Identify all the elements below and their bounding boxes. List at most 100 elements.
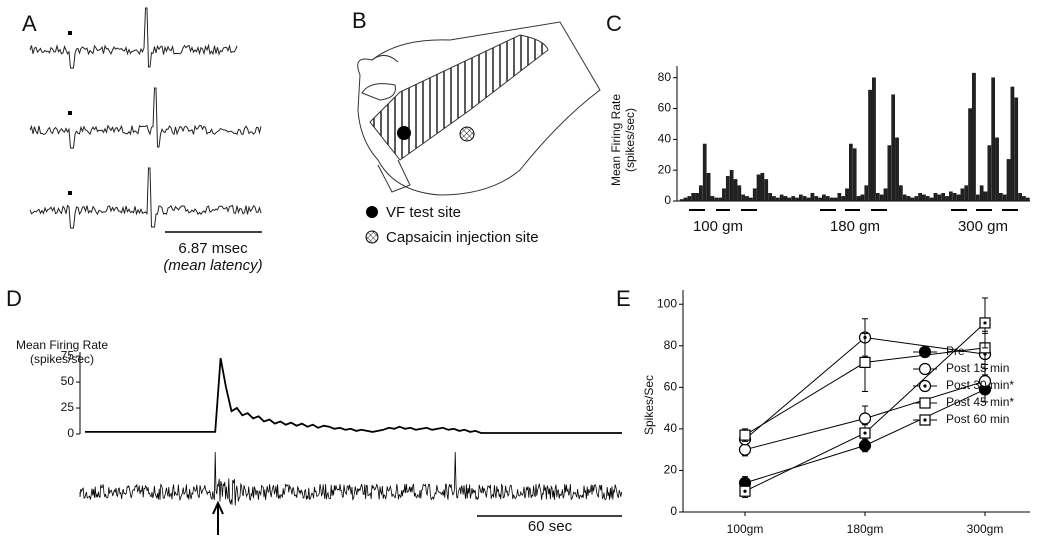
legend-label: Post 45 min* — [946, 395, 1014, 409]
y-tick-label: 80 — [658, 70, 672, 84]
bar — [987, 145, 992, 202]
bar — [906, 196, 911, 202]
group-label: 300 gm — [958, 218, 1008, 235]
marker — [918, 362, 932, 376]
bar — [729, 169, 734, 202]
bar — [845, 188, 849, 202]
bar — [849, 143, 853, 202]
marker-dot — [923, 418, 927, 422]
bar — [822, 194, 826, 202]
y-tick-label: 0 — [670, 504, 677, 518]
bar — [818, 197, 822, 202]
marker — [739, 485, 751, 497]
bar — [752, 188, 757, 202]
bar — [933, 193, 938, 202]
panel-b — [357, 21, 601, 244]
bar — [995, 137, 999, 202]
bar — [814, 196, 819, 202]
bar — [968, 108, 972, 202]
marker — [979, 317, 991, 329]
bar — [737, 185, 742, 202]
bar — [983, 191, 988, 202]
marker — [919, 397, 931, 409]
bar — [856, 196, 861, 202]
bar — [702, 143, 707, 202]
bar — [999, 193, 1003, 202]
bar — [768, 193, 772, 202]
bar — [775, 197, 780, 202]
bar — [952, 193, 957, 202]
legend-label: Post 30 min* — [946, 378, 1014, 392]
bar — [725, 176, 730, 202]
bar — [972, 72, 976, 202]
y-tick-label: 100 — [657, 296, 677, 310]
legend-label: VF test site — [386, 204, 461, 221]
marker-shape — [859, 356, 871, 369]
bar — [875, 193, 880, 202]
bar — [802, 196, 807, 202]
bar — [868, 89, 872, 202]
marker-dot — [983, 321, 987, 325]
marker — [919, 414, 931, 426]
waveform — [29, 87, 262, 149]
bar — [714, 197, 719, 202]
y-axis-label: Mean Firing Rate — [609, 94, 623, 186]
bar — [699, 185, 703, 202]
marker — [858, 412, 872, 425]
bar — [956, 194, 961, 202]
stimulus-marker — [68, 111, 72, 115]
scale-label: 60 sec — [528, 518, 573, 535]
marker — [859, 356, 871, 369]
group-label: 100 gm — [693, 218, 743, 235]
y-tick-label: 80 — [664, 338, 678, 352]
panel-label: A — [22, 11, 37, 36]
bar — [929, 197, 934, 202]
bar — [1018, 193, 1022, 202]
marker — [738, 443, 752, 456]
bar — [1002, 194, 1007, 202]
bar — [949, 191, 953, 202]
scale-label: 6.87 msec — [178, 240, 248, 257]
bar — [937, 194, 942, 202]
bar — [879, 194, 884, 202]
bar — [899, 185, 903, 202]
raw-trace — [79, 451, 622, 506]
bar — [810, 193, 815, 202]
bar — [991, 77, 996, 202]
panel-label: E — [616, 286, 631, 311]
marker — [859, 427, 871, 439]
bar — [1025, 197, 1030, 202]
bar — [852, 148, 857, 202]
bar — [860, 194, 865, 202]
bar — [787, 197, 792, 202]
bar — [841, 196, 846, 202]
marker-shape — [978, 375, 992, 388]
y-tick-label: 40 — [658, 132, 672, 146]
bar — [756, 174, 761, 202]
bar — [749, 197, 753, 202]
y-tick-label: 60 — [658, 101, 672, 115]
stimulus-marker — [68, 191, 72, 195]
y-tick-label: 60 — [664, 380, 678, 394]
bar — [833, 197, 838, 202]
y-tick-label: 50 — [61, 374, 75, 388]
marker-dot — [863, 431, 867, 435]
bar — [883, 188, 888, 202]
bar — [960, 188, 965, 202]
marker — [918, 379, 932, 393]
x-tick-label: 300gm — [967, 522, 1004, 536]
bar — [979, 185, 984, 202]
bar — [795, 197, 799, 202]
bar — [1010, 86, 1015, 202]
bar — [695, 193, 699, 202]
y-tick-label: 75 — [61, 348, 75, 362]
bar — [964, 185, 969, 202]
bar — [825, 196, 830, 202]
bar — [706, 173, 711, 202]
bar — [872, 77, 876, 202]
bar — [683, 197, 688, 202]
bar — [779, 194, 784, 202]
marker-dot — [923, 384, 927, 388]
x-tick-label: 180gm — [847, 522, 884, 536]
y-tick-label: 20 — [664, 463, 678, 477]
